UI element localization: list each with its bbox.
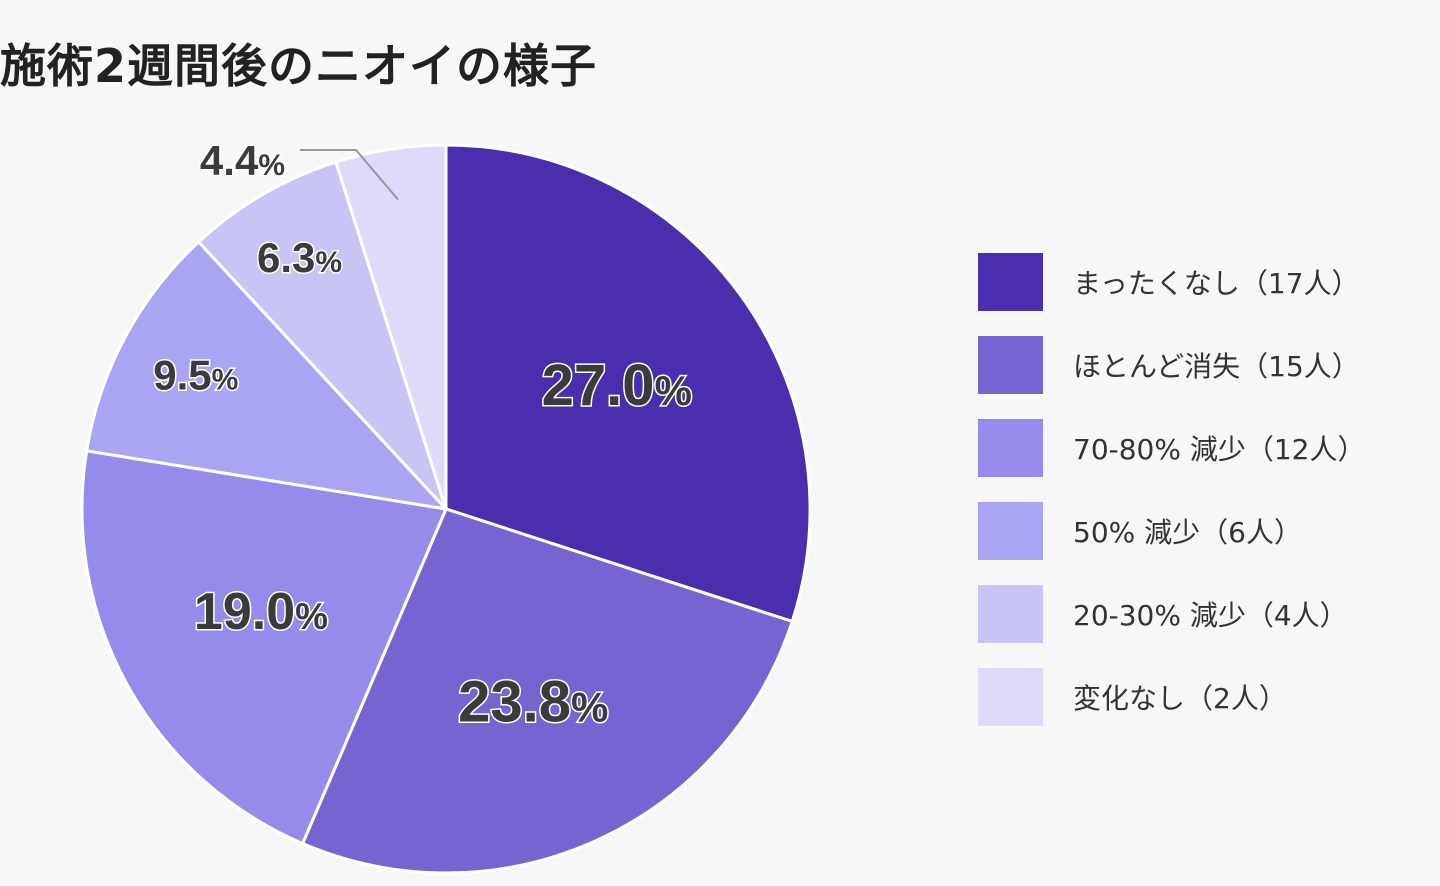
pie-slice	[196, 160, 448, 511]
leader-line	[300, 149, 399, 201]
legend-label: 50% 減少（6人）	[1073, 516, 1302, 549]
legend-swatch	[978, 585, 1043, 643]
legend-item: 20-30% 減少（4人）	[978, 584, 1428, 644]
legend-swatch	[978, 419, 1043, 477]
legend: まったくなし（17人） ほとんど消失（15人） 70-80% 減少（12人） 5…	[978, 252, 1428, 750]
legend-item: ほとんど消失（15人）	[978, 335, 1428, 395]
slice-label: 19.0%	[194, 583, 328, 641]
legend-swatch	[978, 668, 1043, 726]
chart-title: 施術2週間後のニオイの様子	[0, 39, 598, 93]
legend-item: 70-80% 減少（12人）	[978, 418, 1428, 478]
slice-label: 6.3%	[257, 234, 342, 281]
pie-slice	[84, 239, 451, 512]
legend-label: 20-30% 減少（4人）	[1073, 599, 1348, 632]
pie-slice	[300, 507, 795, 875]
legend-swatch	[978, 502, 1043, 560]
legend-label: ほとんど消失（15人）	[1073, 350, 1360, 383]
legend-label: 変化なし（2人）	[1073, 682, 1287, 715]
legend-label: 70-80% 減少（12人）	[1073, 433, 1366, 466]
legend-swatch	[978, 336, 1043, 394]
slice-label: 9.5%	[153, 352, 238, 399]
legend-swatch	[978, 253, 1043, 311]
legend-item: 50% 減少（6人）	[978, 501, 1428, 561]
slice-label: 27.0%	[542, 353, 692, 418]
slice-label: 4.4%	[200, 137, 285, 184]
slice-label: 23.8%	[458, 670, 608, 735]
legend-label: まったくなし（17人）	[1073, 267, 1360, 300]
legend-item: まったくなし（17人）	[978, 252, 1428, 312]
legend-item: 変化なし（2人）	[978, 667, 1428, 727]
pie-slice	[80, 449, 449, 846]
pie-slice	[444, 143, 812, 624]
pie-slice	[334, 143, 448, 510]
